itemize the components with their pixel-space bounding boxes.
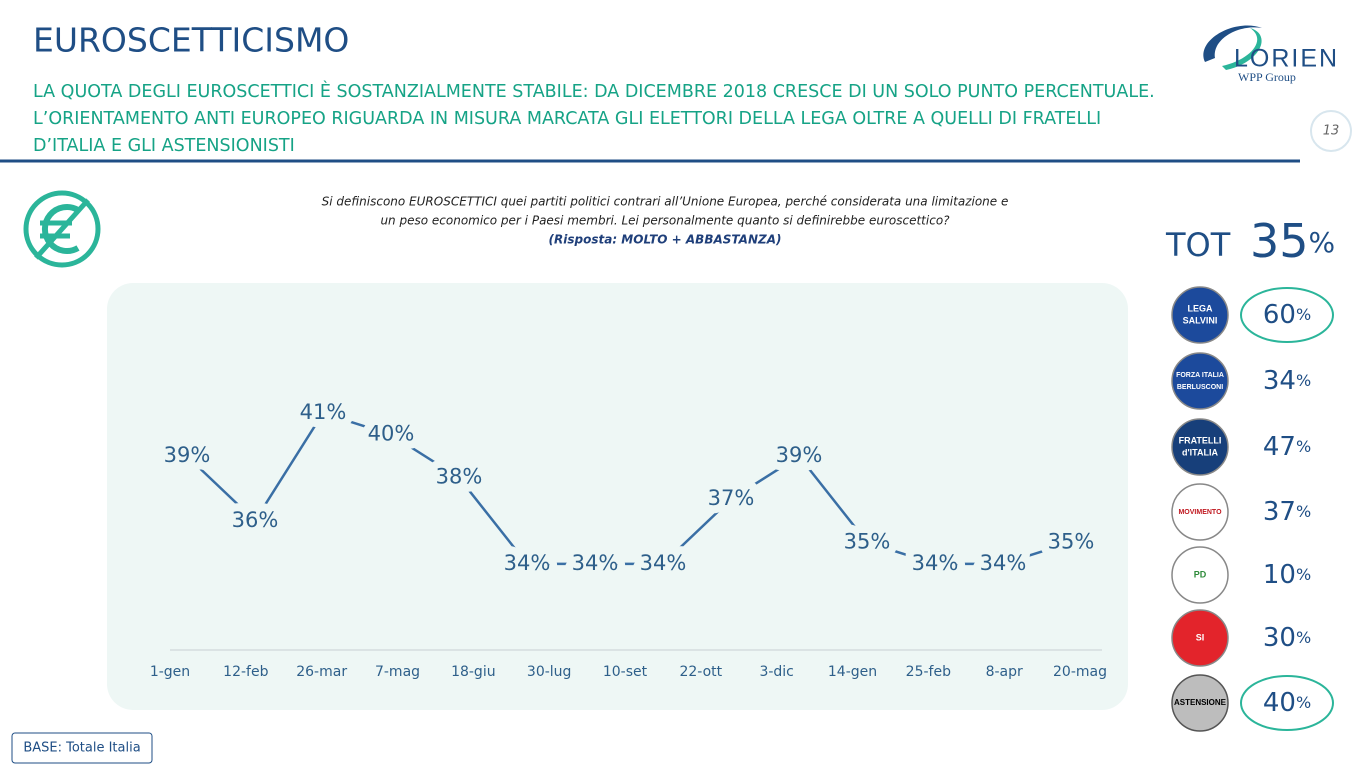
party-value-number: 30 <box>1263 623 1296 653</box>
page-badge <box>1310 110 1352 152</box>
party-value-unit: % <box>1296 628 1311 647</box>
party-logo-text: BERLUSCONI <box>1177 384 1223 391</box>
x-tick-label: 22-ott <box>679 664 722 680</box>
data-line <box>186 411 1072 566</box>
party-logo-text: FORZA ITALIA <box>1176 372 1224 379</box>
party-logo-text: ASTENSIONE <box>1174 698 1227 707</box>
party-value: 37% <box>1263 497 1311 527</box>
data-label: 34% <box>912 551 959 575</box>
party-logo-text: d'ITALIA <box>1182 447 1218 457</box>
highlight-ring <box>1240 287 1334 343</box>
x-tick-label: 10-set <box>603 664 648 680</box>
party-logo-text: PD <box>1194 569 1207 579</box>
data-label: 40% <box>368 422 415 446</box>
party-value-number: 60 <box>1263 300 1296 330</box>
data-label: 39% <box>164 443 211 467</box>
question: Si definiscono EUROSCETTICI quei partiti… <box>322 195 1009 209</box>
data-label: 36% <box>232 508 279 532</box>
x-tick-label: 1-gen <box>150 664 190 680</box>
brand-name: LORIEN <box>1234 45 1339 73</box>
x-tick-label: 8-apr <box>986 664 1023 680</box>
data-label: 39% <box>776 443 823 467</box>
base-box <box>11 732 153 764</box>
data-label: 37% <box>708 486 755 510</box>
party-logo <box>1171 546 1229 604</box>
data-label: 34% <box>504 551 551 575</box>
party-value: 60% <box>1263 300 1311 330</box>
data-label: 38% <box>436 465 483 489</box>
party-logo-text: FRATELLI <box>1179 435 1222 445</box>
party-value-unit: % <box>1296 371 1311 390</box>
x-tick-label: 14-gen <box>828 664 877 680</box>
party-value: 40% <box>1263 688 1311 718</box>
question-note: (Risposta: MOLTO + ABBASTANZA) <box>549 233 782 247</box>
euro-icon <box>23 190 101 268</box>
data-label: 34% <box>572 551 619 575</box>
party-value-number: 40 <box>1263 688 1296 718</box>
party-logo <box>1171 418 1229 476</box>
brand-sub: WPP Group <box>1238 70 1296 84</box>
party-logo-text: SALVINI <box>1183 315 1218 325</box>
x-tick-label: 30-lug <box>527 664 572 680</box>
data-label: 41% <box>300 400 347 424</box>
party-logo <box>1171 609 1229 667</box>
party-logo <box>1171 674 1229 732</box>
x-tick-label: 25-feb <box>906 664 951 680</box>
page-number: 13 <box>1323 124 1340 139</box>
party-value: 10% <box>1263 560 1311 590</box>
brand-swoosh <box>1222 28 1262 70</box>
party-value-unit: % <box>1296 502 1311 521</box>
party-value-number: 37 <box>1263 497 1296 527</box>
data-label: 34% <box>640 551 687 575</box>
party-value-unit: % <box>1296 305 1311 324</box>
party-value-number: 47 <box>1263 432 1296 462</box>
data-label: 34% <box>980 551 1027 575</box>
party-logo <box>1171 352 1229 410</box>
party-logo-text: SI <box>1196 632 1205 642</box>
x-tick-label: 7-mag <box>375 664 420 680</box>
data-label: 35% <box>1048 529 1095 553</box>
party-value: 34% <box>1263 366 1311 396</box>
party-value-unit: % <box>1296 693 1311 712</box>
x-tick-label: 26-mar <box>296 664 347 680</box>
base-note: BASE: Totale Italia <box>23 741 140 756</box>
question: un peso economico per i Paesi membri. Le… <box>380 214 950 228</box>
party-value-number: 34 <box>1263 366 1296 396</box>
x-tick-label: 3-dic <box>759 664 793 680</box>
party-value-number: 10 <box>1263 560 1296 590</box>
highlight-ring <box>1240 675 1334 731</box>
total-value: 35% <box>1250 214 1335 268</box>
subtitle: D’ITALIA E GLI ASTENSIONISTI <box>33 136 295 156</box>
party-value-unit: % <box>1296 437 1311 456</box>
total-label: TOT <box>1165 226 1231 264</box>
party-logo <box>1171 286 1229 344</box>
subtitle: LA QUOTA DEGLI EUROSCETTICI È SOSTANZIAL… <box>33 80 1155 102</box>
party-logo-text: LEGA <box>1187 303 1213 313</box>
title: EUROSCETTICISMO <box>33 21 349 60</box>
party-value-unit: % <box>1296 565 1311 584</box>
party-logo-text: MOVIMENTO <box>1178 509 1222 516</box>
party-value: 47% <box>1263 432 1311 462</box>
party-list: LEGA SALVINI 60% FORZA ITALIA BERLUSCONI 34% F… <box>1171 286 1334 732</box>
party-logo <box>1171 483 1229 541</box>
party-value: 30% <box>1263 623 1311 653</box>
x-tick-label: 18-giu <box>451 664 496 680</box>
x-tick-label: 12-feb <box>223 664 268 680</box>
brand-swoosh <box>1203 25 1262 62</box>
chart-panel <box>107 283 1128 710</box>
subtitle: L’ORIENTAMENTO ANTI EUROPEO RIGUARDA IN … <box>33 109 1101 129</box>
x-tick-label: 20-mag <box>1053 664 1107 680</box>
data-label: 35% <box>844 529 891 553</box>
